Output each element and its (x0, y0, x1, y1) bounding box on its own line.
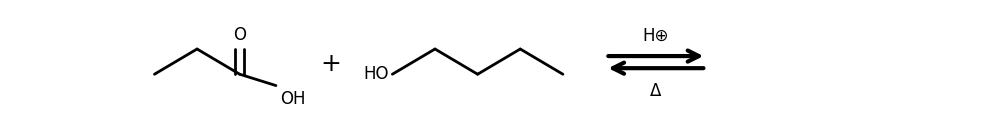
Text: H⊕: H⊕ (643, 27, 669, 45)
Text: HO: HO (364, 65, 389, 83)
Text: +: + (320, 52, 341, 76)
Text: OH: OH (280, 90, 305, 108)
Text: O: O (233, 26, 246, 44)
Text: Δ: Δ (650, 82, 662, 100)
